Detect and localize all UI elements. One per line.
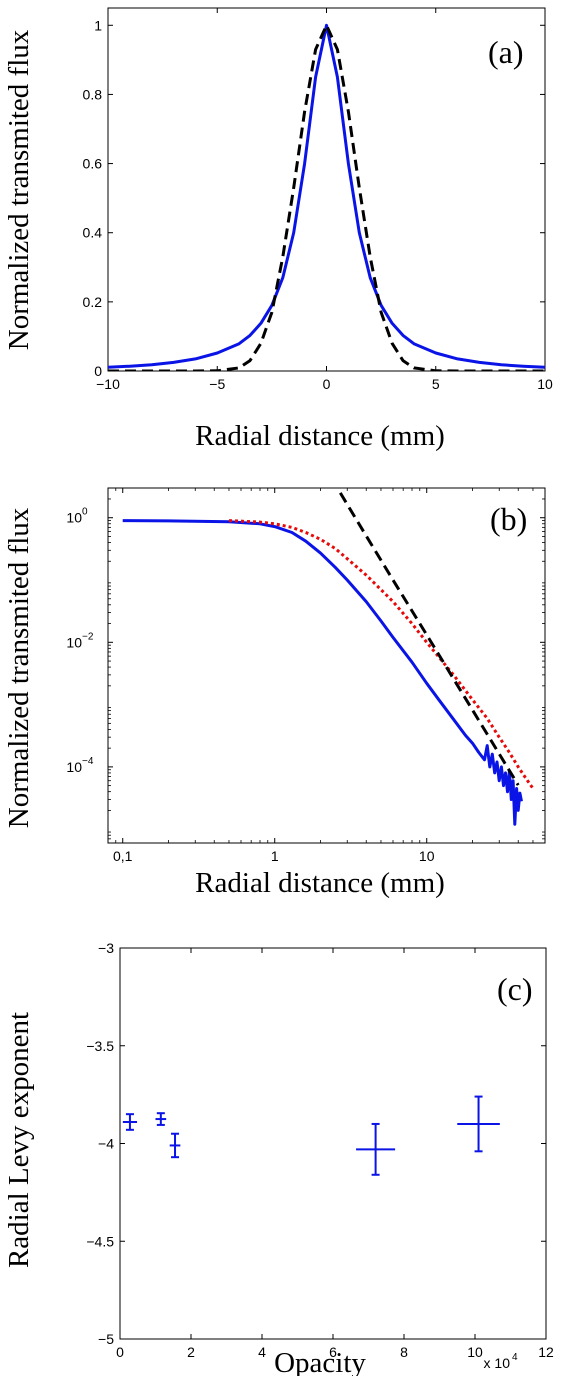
series-solid-line [108,23,545,369]
panel-c-x-multiplier-exp: 4 [512,1352,518,1363]
panel-c: 0 2 4 6 8 10 12 −3 −3.5 −4 −4.5 −5 (c) x 10 4 Opaci… [3,940,554,1376]
y-tick-label: 0 [94,363,102,379]
x-tick-label: 0 [116,1344,124,1360]
panel-b-axes-frame [107,487,546,844]
panel-c-ylabel: Radial Levy exponent [3,1012,35,1268]
y-tick-label: −3.5 [86,1038,114,1054]
panel-b-label: (b) [490,501,527,537]
x-tick-label: 2 [187,1344,195,1360]
data-point-errorbar [169,1132,181,1159]
panel-c-axes-frame [119,947,547,1340]
y-tick-label: 10 [66,634,82,650]
x-tick-label: 10 [467,1344,483,1360]
x-tick-label: 5 [432,376,440,392]
x-tick-label: 8 [400,1344,408,1360]
y-tick-exponent: −2 [82,631,94,642]
x-tick-label: 6 [329,1344,337,1360]
y-tick-label: −5 [98,1331,114,1347]
y-tick-label: 10 [66,510,82,526]
data-point-errorbar [155,1112,167,1126]
y-tick-label: −3 [98,940,114,956]
panel-c-xlabel: Opacity [274,1347,366,1376]
panel-b-ylabel: Normalized transmited flux [3,507,35,828]
x-tick-label: 1 [271,848,279,864]
series-dotted-line [228,519,535,790]
series-solid-line [122,519,523,826]
x-tick-label: 4 [258,1344,266,1360]
panel-a-marks: −10 −5 0 5 10 0 0.2 0.4 0.6 0.8 1 [83,8,553,392]
x-tick-label: 12 [538,1344,554,1360]
x-tick-label: 0,1 [113,848,133,864]
data-point-errorbar [122,1113,138,1131]
data-point-errorbar [457,1095,500,1153]
x-tick-label: 10 [537,376,553,392]
panel-c-marks: 0 2 4 6 8 10 12 −3 −3.5 −4 −4.5 −5 [86,940,554,1360]
panel-c-label: (c) [497,971,533,1007]
x-tick-label: 10 [419,848,435,864]
y-tick-label: 0.6 [83,156,103,172]
series-dashed-line [339,492,520,786]
x-tick-label: −10 [96,376,120,392]
panel-a-label: (a) [488,34,524,70]
y-tick-label: −4.5 [86,1233,114,1249]
y-tick-label: 0.4 [83,225,103,241]
panel-b-xlabel: Radial distance (mm) [195,867,445,899]
x-tick-label: 0 [323,376,331,392]
y-tick-label: −4 [98,1136,114,1152]
y-tick-exponent: 0 [82,507,88,518]
panel-c-x-multiplier: x 10 [484,1355,511,1371]
panel-a-ylabel: Normalized transmited flux [3,29,35,350]
y-tick-label: 1 [94,17,102,33]
x-tick-label: −5 [209,376,225,392]
y-tick-label: 0.8 [83,86,103,102]
series-dashed-line [108,23,545,371]
y-tick-label: 0.2 [83,294,103,310]
panel-a-axes-frame [107,7,546,372]
y-tick-label: 10 [66,759,82,775]
y-tick-exponent: −4 [82,756,94,767]
panel-a-xlabel: Radial distance (mm) [195,420,445,452]
panel-a: −10 −5 0 5 10 0 0.2 0.4 0.6 0.8 1 (a) Radial dista… [3,7,553,452]
data-point-errorbar [356,1122,396,1176]
